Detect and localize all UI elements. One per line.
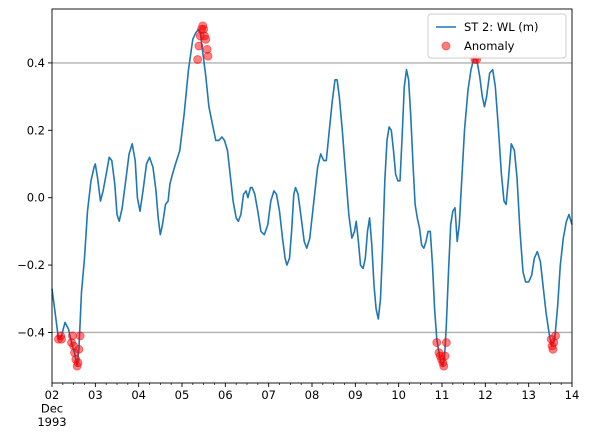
x-tick-label: 05 (175, 388, 190, 402)
anomaly-point (432, 338, 442, 347)
x-origin-label: 02 (45, 388, 60, 402)
x-tick-label: 07 (261, 388, 276, 402)
anomaly-point (75, 331, 85, 341)
anomaly-point (201, 34, 211, 44)
y-tick-label: 0.4 (27, 56, 45, 70)
anomaly-point (73, 358, 83, 368)
anomaly-point (203, 51, 213, 61)
axes: −0.4 −0.2 0.0 0.2 0.4 03 04 05 06 07 08 09 10 11 12 13 1… (17, 8, 580, 429)
x-origin-label: 1993 (37, 415, 66, 429)
legend-label-wl: ST 2: WL (m) (464, 20, 538, 34)
y-tick-label: 0.2 (27, 123, 45, 137)
anomaly-point (194, 41, 204, 51)
x-tick-label: 03 (88, 388, 103, 402)
y-tick-label: 0.0 (27, 191, 45, 205)
anomaly-point (441, 338, 451, 347)
y-tick-label: −0.2 (17, 258, 45, 272)
x-tick-label: 14 (565, 388, 580, 402)
legend-marker-swatch (441, 41, 451, 51)
legend-box (427, 13, 567, 59)
x-tick-label: 10 (391, 388, 406, 402)
anomaly-point (551, 331, 560, 341)
legend: ST 2: WL (m) Anomaly (427, 13, 567, 59)
x-tick-label: 08 (305, 388, 320, 402)
x-tick-label: 06 (218, 388, 233, 402)
anomaly-point (57, 334, 66, 344)
anomaly-point (439, 361, 449, 371)
plot-frame (51, 8, 573, 384)
plot-area (51, 21, 573, 371)
x-tick-label: 13 (521, 388, 536, 402)
y-tick-label: −0.4 (17, 325, 45, 339)
x-tick-label: 04 (131, 388, 146, 402)
anomaly-point (193, 55, 203, 64)
x-tick-label: 11 (435, 388, 450, 402)
x-tick-label: 12 (478, 388, 493, 402)
anomaly-point (74, 344, 84, 354)
anomaly-point (440, 351, 450, 361)
anomaly-point (67, 331, 77, 341)
x-origin-label: Dec (41, 402, 63, 416)
series-line-wl (51, 28, 573, 367)
x-tick-label: 09 (348, 388, 363, 402)
legend-label-anomaly: Anomaly (464, 39, 515, 53)
